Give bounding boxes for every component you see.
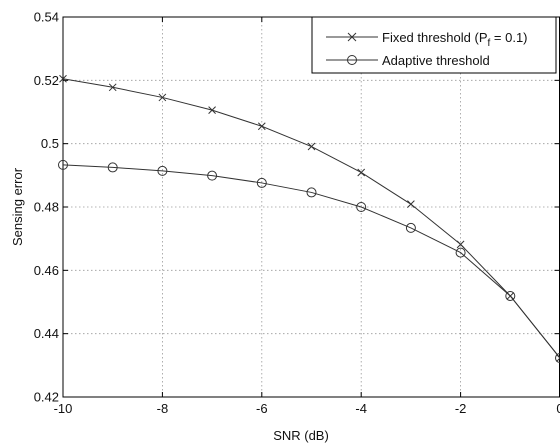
- legend-box: [311, 16, 557, 74]
- legend-label-adaptive: Adaptive threshold: [382, 53, 490, 68]
- data-point-circle: [157, 165, 168, 176]
- x-tick-label: 0: [556, 401, 560, 416]
- legend-label-fixed: Fixed threshold (Pf = 0.1): [382, 30, 528, 49]
- series-line: [62, 78, 560, 359]
- y-tick-label: 0.46: [34, 263, 59, 278]
- y-tick-label: 0.5: [41, 136, 59, 151]
- y-tick-label: 0.42: [34, 390, 59, 405]
- series-group: [58, 74, 560, 364]
- series-line: [62, 164, 560, 359]
- x-axis-label: SNR (dB): [273, 428, 329, 443]
- data-point-x: [158, 93, 167, 102]
- data-point-x: [208, 106, 216, 114]
- data-point-circle: [505, 290, 516, 301]
- data-point-x: [357, 168, 366, 177]
- data-point-x: [307, 142, 316, 151]
- series-adaptive-threshold: [58, 159, 560, 364]
- y-axis-label: Sensing error: [10, 167, 25, 246]
- y-tick-label: 0.54: [34, 10, 59, 25]
- data-point-x: [456, 240, 465, 249]
- legend-marker-x: [347, 32, 357, 42]
- series-fixed-threshold: [59, 74, 560, 362]
- data-point-circle: [555, 353, 560, 364]
- data-point-x: [59, 74, 67, 83]
- x-tick-label: -10: [54, 401, 73, 416]
- y-tick-label: 0.44: [34, 326, 59, 341]
- data-point-circle: [455, 247, 466, 258]
- x-tick-label: -8: [157, 401, 169, 416]
- data-point-x: [407, 200, 415, 209]
- data-point-circle: [256, 177, 267, 188]
- y-tick-label: 0.52: [34, 73, 59, 88]
- data-point-circle: [207, 170, 218, 181]
- data-point-circle: [107, 162, 118, 173]
- x-tick-label: -2: [455, 401, 467, 416]
- data-point-circle: [58, 159, 68, 170]
- x-tick-label: -6: [256, 401, 268, 416]
- x-tick-label: -4: [355, 401, 367, 416]
- y-tick-label: 0.48: [34, 200, 59, 215]
- data-point-x: [108, 83, 117, 92]
- data-point-circle: [405, 222, 416, 233]
- legend-marker-circle: [347, 55, 357, 65]
- data-point-circle: [356, 202, 367, 212]
- grid-lines: [62, 16, 560, 398]
- data-point-x: [257, 122, 266, 131]
- data-point-circle: [306, 187, 317, 198]
- legend: Fixed threshold (Pf = 0.1) Adaptive thre…: [311, 16, 557, 74]
